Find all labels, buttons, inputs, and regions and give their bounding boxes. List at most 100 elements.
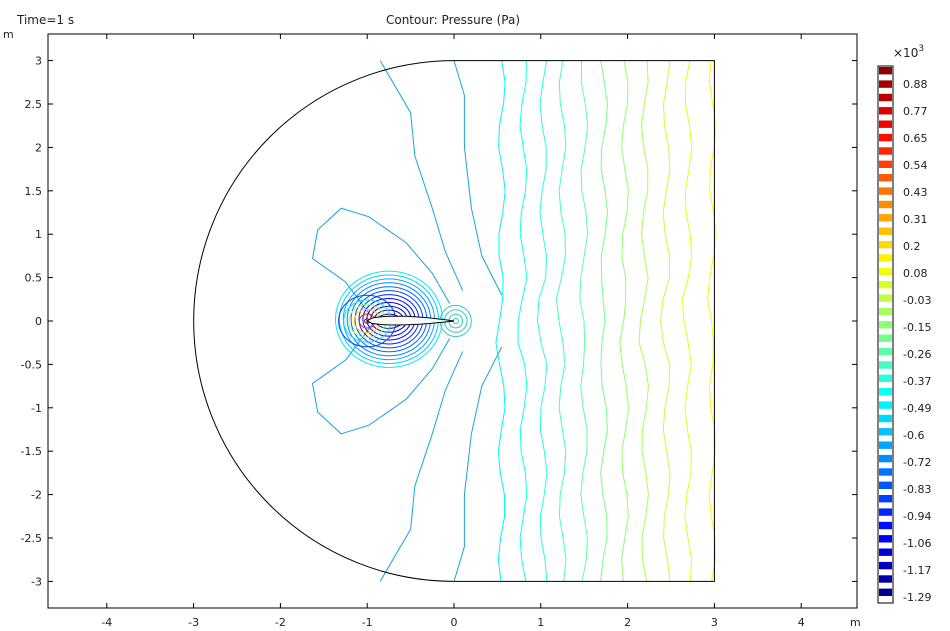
colorbar-band [879, 347, 892, 356]
y-tick-label: 0 [35, 315, 42, 328]
colorbar-tick-label: -0.83 [903, 483, 931, 496]
contour-line [600, 60, 609, 582]
colorbar-tick-label: 0.31 [903, 213, 928, 226]
colorbar-tick-label: 0.54 [903, 159, 928, 172]
colorbar-band [879, 93, 892, 102]
colorbar-labels: 0.88 0.77 0.65 0.54 0.43 0.31 0.2 0.08 -0.03 -0.1… [903, 78, 931, 604]
colorbar-tick-label: -0.72 [903, 456, 931, 469]
y-tick-label: 1 [35, 228, 42, 241]
contour-line [495, 60, 506, 582]
y-tick-label: -2 [31, 489, 42, 502]
colorbar-tick-label: 0.2 [903, 240, 921, 253]
boundary-arc [193, 60, 455, 582]
colorbar-tick-label: -0.49 [903, 402, 931, 415]
y-tick-label: -2.5 [21, 532, 42, 545]
colorbar-tick-label: 0.08 [903, 267, 928, 280]
chart-title: Contour: Pressure (Pa) [386, 13, 520, 27]
colorbar-band [879, 454, 892, 463]
y-tick-label: -0.5 [21, 358, 42, 371]
colorbar-band [879, 441, 892, 449]
colorbar-band [879, 281, 892, 289]
colorbar-tick-label: -0.03 [903, 294, 931, 307]
colorbar-band [879, 200, 892, 209]
contour-arc [379, 60, 464, 291]
colorbar-multiplier: ×103 [893, 44, 924, 60]
colorbar-band [879, 254, 892, 262]
airfoil-outline [366, 315, 455, 326]
colorbar-band [879, 495, 892, 503]
colorbar-tick-label: 0.88 [903, 78, 928, 91]
contour-lobe-upper [311, 207, 451, 317]
colorbar-tick-label: -1.29 [903, 591, 931, 604]
colorbar-band [879, 174, 892, 182]
colorbar-band [879, 508, 892, 516]
colorbar-band [879, 588, 892, 596]
colorbar-band [879, 80, 892, 88]
colorbar-tick-label: 0.43 [903, 186, 928, 199]
colorbar-band [879, 521, 892, 530]
contour-line [638, 60, 649, 582]
colorbar-exponent: 3 [918, 44, 924, 54]
y-tick-label: 2 [35, 141, 42, 154]
x-tick-label: -2 [275, 616, 286, 629]
colorbar-band [879, 240, 892, 249]
y-tick-label: 0.5 [25, 272, 43, 285]
contour-line [579, 60, 589, 582]
x-tick-label: 3 [711, 616, 718, 629]
x-tick-label: 4 [798, 616, 805, 629]
x-tick-label: -3 [188, 616, 199, 629]
x-tick-label: -1 [362, 616, 373, 629]
colorbar-band [879, 120, 892, 128]
x-tick-label: 0 [451, 616, 458, 629]
colorbar-band [879, 388, 892, 396]
y-tick-label: -3 [31, 575, 42, 588]
colorbar-band [879, 401, 892, 409]
contour-line [681, 60, 693, 582]
colorbar-tick-label: -0.15 [903, 321, 931, 334]
x-tick-label: -4 [101, 616, 112, 629]
contour-line [619, 60, 630, 582]
colorbar-tick-label: -1.17 [903, 564, 931, 577]
colorbar-band [879, 428, 892, 436]
colorbar-band [879, 133, 892, 142]
colorbar-band [879, 414, 892, 423]
contour-arc [379, 351, 464, 582]
contour-line [555, 60, 567, 582]
colorbar-band [879, 107, 892, 115]
colorbar-tick-label: -1.06 [903, 537, 931, 550]
colorbar-band [879, 548, 892, 556]
colorbar-band [879, 468, 892, 476]
y-axis-unit: m [3, 28, 14, 41]
colorbar-band [879, 214, 892, 222]
colorbar-band [879, 267, 892, 275]
y-axis-ticks: 3 2.5 2 1.5 1 0.5 0 -0.5 -1 -1.5 -2 -2.5 -3 [21, 55, 857, 588]
colorbar-band [879, 294, 892, 302]
contour-arc [453, 346, 503, 582]
colorbar-tick-label: 0.77 [903, 105, 928, 118]
contour-line [536, 60, 548, 582]
boundary-rectangle [454, 60, 715, 582]
colorbar-band [879, 334, 892, 342]
colorbar-band [879, 561, 892, 570]
colorbar-frame [877, 65, 894, 604]
x-tick-label: 1 [537, 616, 544, 629]
colorbar-tick-label: -0.37 [903, 375, 931, 388]
colorbar-bands [879, 67, 892, 596]
colorbar-band [879, 227, 892, 235]
colorbar-band [879, 361, 892, 369]
airfoil-shape [366, 315, 455, 326]
colorbar-band [879, 67, 892, 75]
colorbar-band [879, 575, 892, 583]
colorbar-band [879, 187, 892, 195]
colorbar-band [879, 481, 892, 489]
contour-line [660, 60, 671, 582]
colorbar-tick-label: -0.6 [903, 429, 924, 442]
contour-arc [453, 60, 503, 296]
y-tick-label: 2.5 [25, 98, 43, 111]
colorbar-tick-label: -0.94 [903, 510, 931, 523]
colorbar: 0.88 0.77 0.65 0.54 0.43 0.31 0.2 0.08 -0.03 -0.1… [877, 44, 931, 604]
x-axis-unit: m [850, 616, 861, 629]
colorbar-band [879, 307, 892, 316]
colorbar-tick-label: -0.26 [903, 348, 931, 361]
